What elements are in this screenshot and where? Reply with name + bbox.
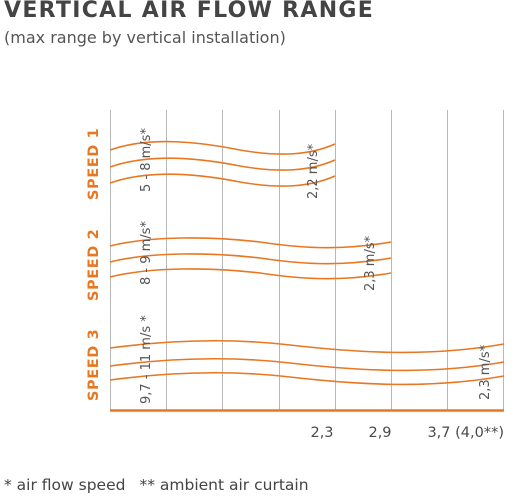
speed-3-start-value: 9,7 - 11 m/s * bbox=[139, 315, 154, 404]
footnote-air-flow: * air flow speed bbox=[4, 476, 126, 494]
speed-2-wave-2 bbox=[109, 253, 392, 265]
page-subtitle: (max range by vertical installation) bbox=[4, 28, 286, 47]
speed-2-flow bbox=[109, 237, 392, 280]
page-title: VERTICAL AIR FLOW RANGE bbox=[4, 0, 375, 23]
tick-label-3-7: 3,7 (4,0**) bbox=[427, 425, 504, 441]
speed-2-wave-1 bbox=[109, 237, 392, 249]
speed-1-wave-3 bbox=[109, 173, 336, 187]
speed-1-start-value: 5 - 8 m/s* bbox=[139, 128, 154, 192]
speed-1-wave-1 bbox=[109, 140, 336, 155]
footnote: * air flow speed ** ambient air curtain bbox=[4, 476, 309, 494]
speed-3-end-value: 2,3 m/s* bbox=[478, 344, 493, 400]
speed-1-wave-2 bbox=[109, 157, 336, 171]
speed-2-label: SPEED 2 bbox=[86, 229, 102, 301]
footnote-ambient: ** ambient air curtain bbox=[139, 476, 309, 494]
tick-label-2-3: 2,3 bbox=[310, 425, 333, 441]
tick-label-2-9: 2,9 bbox=[368, 425, 391, 441]
speed-1-flow bbox=[109, 140, 336, 187]
speed-2-end-value: 2,3 m/s* bbox=[363, 235, 378, 291]
speed-2-start-value: 8 - 9 m/s* bbox=[139, 221, 154, 285]
speed-1-label: SPEED 1 bbox=[86, 128, 102, 200]
speed-2-wave-3 bbox=[109, 268, 392, 280]
speed-3-wave-2 bbox=[109, 357, 505, 372]
speed-3-wave-1 bbox=[109, 339, 505, 354]
speed-3-label: SPEED 3 bbox=[86, 329, 102, 401]
speed-1-end-value: 2,2 m/s* bbox=[306, 143, 321, 199]
speed-3-flow bbox=[109, 339, 505, 386]
speed-3-wave-3 bbox=[109, 371, 505, 386]
